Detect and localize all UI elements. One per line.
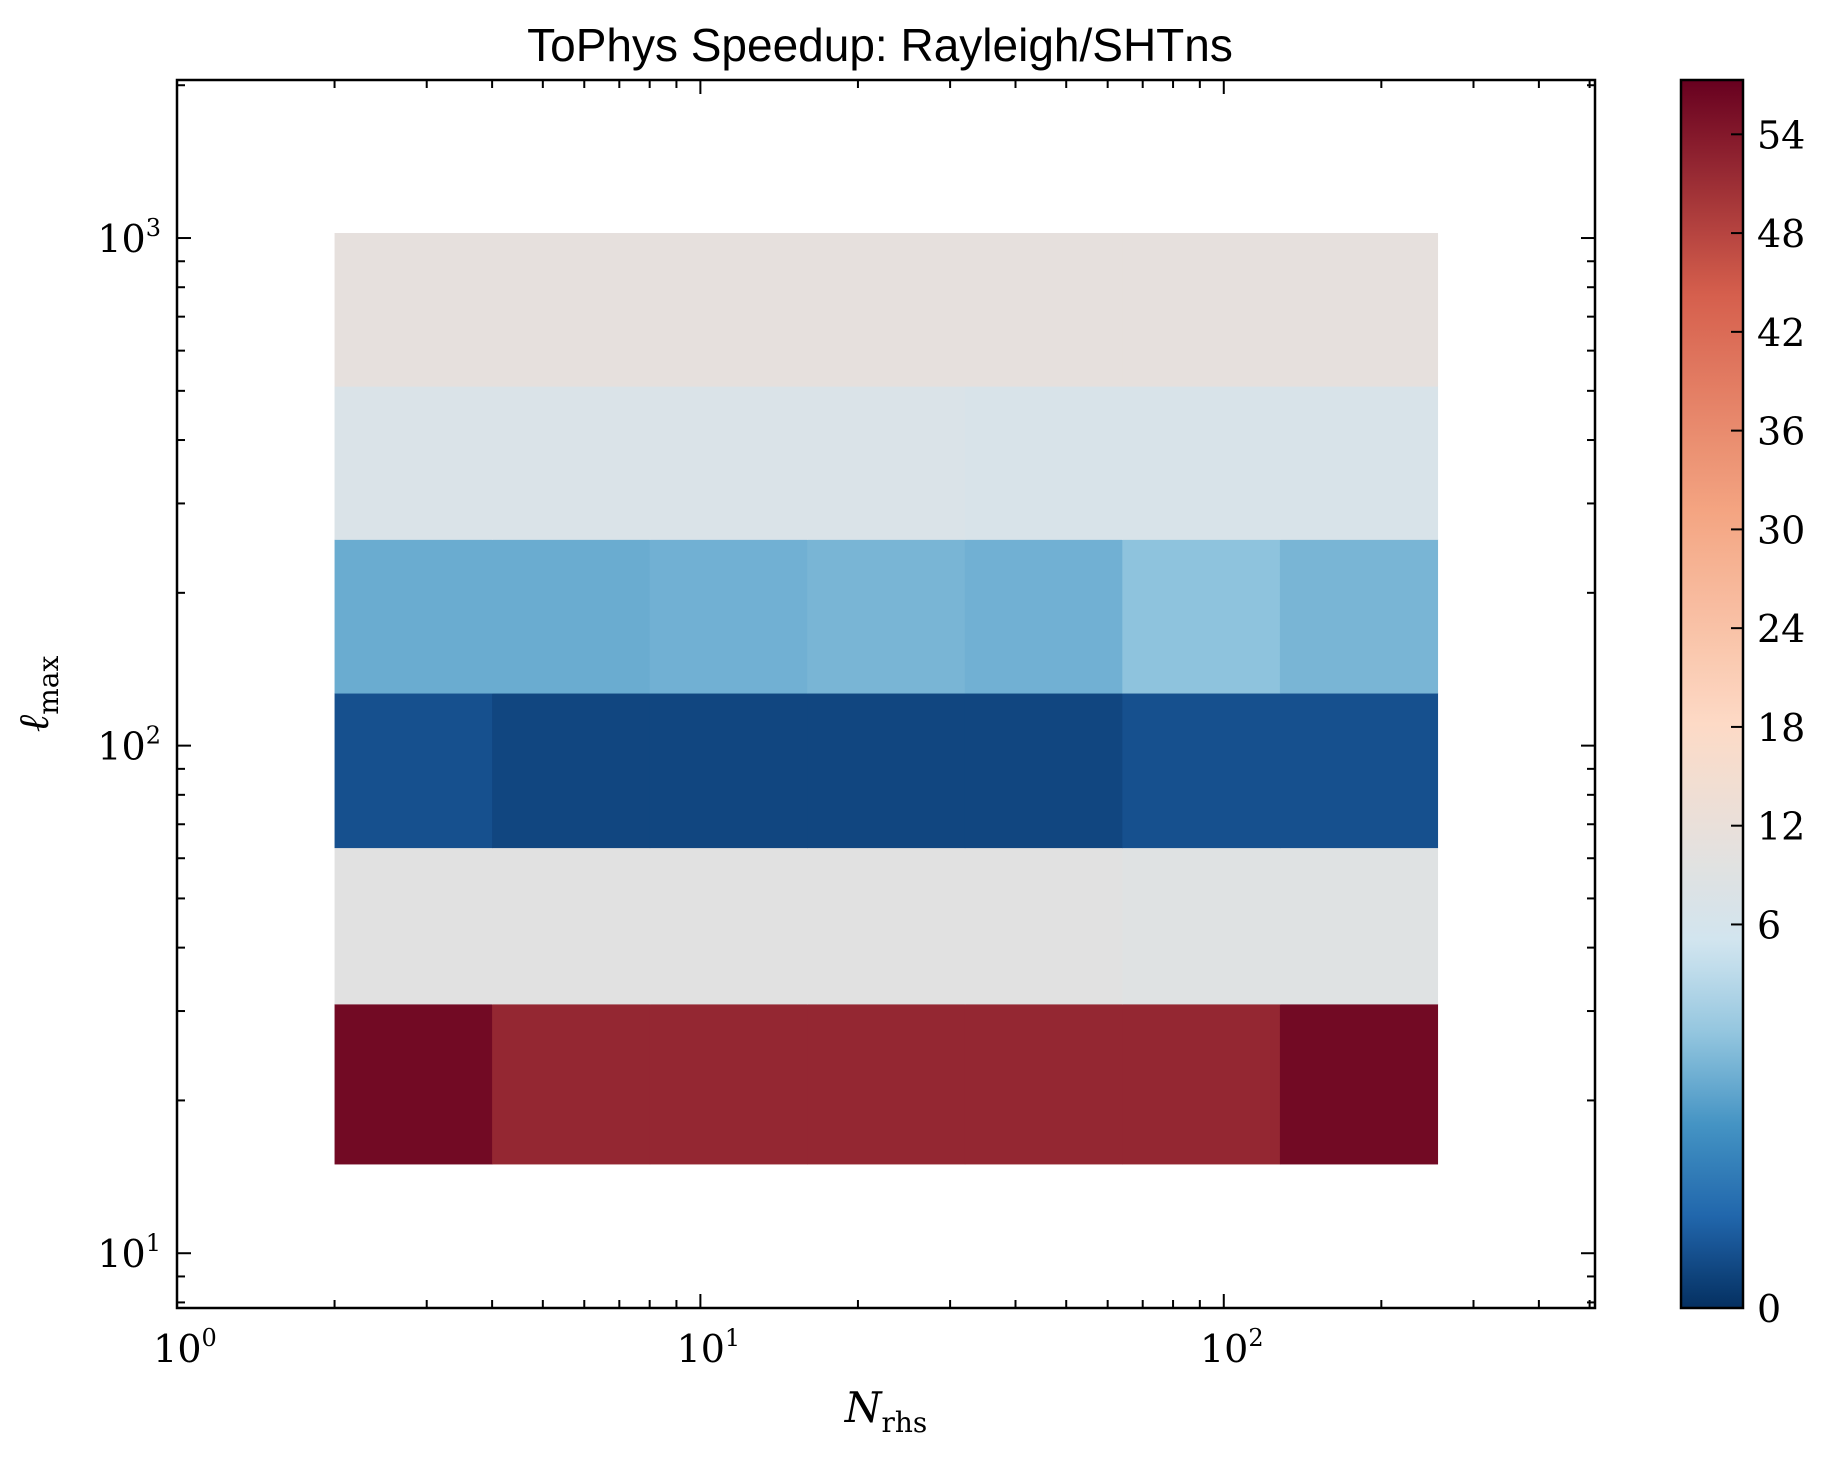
heatmap-cell: [334, 847, 493, 1005]
heatmap-cell: [807, 847, 966, 1005]
heatmap-cell: [807, 233, 966, 387]
heatmap-cell: [807, 1003, 966, 1165]
x-tick-label: 102: [1200, 1324, 1264, 1371]
heatmap-cell: [1279, 539, 1439, 694]
heatmap-cell: [492, 386, 651, 540]
y-tick-labels: 101 102 103: [97, 214, 161, 1276]
colorbar-tick-label: 30: [1757, 508, 1805, 552]
heatmap-cell: [334, 386, 493, 540]
heatmap-cell: [1279, 847, 1439, 1005]
y-tick-label: 103: [97, 214, 161, 261]
y-tick-label: 102: [97, 722, 161, 769]
colorbar-tick-label: 48: [1757, 212, 1805, 256]
heatmap-cell: [1122, 692, 1281, 849]
colorbar-tick-label: 24: [1757, 607, 1805, 651]
heatmap-cell: [964, 539, 1123, 694]
heatmap-cell: [649, 539, 808, 694]
heatmap-cell: [964, 233, 1123, 387]
heatmap-cell: [1122, 233, 1281, 387]
heatmap-cell: [1279, 233, 1439, 387]
heatmap-cell: [649, 386, 808, 540]
heatmap-cell: [334, 233, 493, 387]
colorbar-tick-label: 54: [1757, 113, 1805, 157]
heatmap-cell: [334, 692, 493, 849]
heatmap-cell: [964, 386, 1123, 540]
x-axis-label-base: N: [844, 1383, 883, 1432]
heatmap-cell: [492, 1003, 651, 1165]
x-axis-label-sub: rhs: [881, 1406, 927, 1439]
chart-title: ToPhys Speedup: Rayleigh/SHTns: [527, 19, 1233, 71]
y-axis-label-base: ℓ: [9, 714, 58, 732]
heatmap-cell: [1122, 1003, 1281, 1165]
heatmap-cell: [807, 692, 966, 849]
heatmap-cell: [1279, 692, 1439, 849]
x-tick-labels: 100 101 102: [153, 1324, 1263, 1371]
heatmap-cell: [492, 233, 651, 387]
heatmap-cell: [964, 1003, 1123, 1165]
colorbar: [1679, 78, 1745, 1310]
colorbar-tick-label: 6: [1757, 903, 1781, 947]
heatmap-cell: [807, 539, 966, 694]
plot-frame: [175, 78, 1597, 1310]
colorbar-tick-label: 36: [1757, 410, 1805, 454]
heatmap-cell: [964, 692, 1123, 849]
colorbar-tick-label: 42: [1757, 311, 1805, 355]
heatmap-cells: [334, 233, 1439, 1165]
heatmap-cell: [1122, 847, 1281, 1005]
colorbar-ticks: 0 6 12 18 24 30 36 42 48 54: [1731, 113, 1805, 1331]
x-tick-label: 100: [153, 1324, 217, 1371]
heatmap-cell: [1122, 539, 1281, 694]
heatmap-cell: [649, 692, 808, 849]
heatmap-cell: [492, 847, 651, 1005]
heatmap-cell: [649, 847, 808, 1005]
y-tick-label: 101: [97, 1229, 161, 1276]
heatmap-cell: [492, 539, 651, 694]
y-axis-label: ℓmax: [9, 656, 65, 733]
colorbar-tick-label: 0: [1757, 1287, 1781, 1331]
heatmap-cell: [334, 1003, 493, 1165]
heatmap-cell: [964, 847, 1123, 1005]
axis-ticks: [176, 80, 1595, 1308]
heatmap-cell: [807, 386, 966, 540]
heatmap-cell: [1122, 386, 1281, 540]
heatmap-cell: [649, 233, 808, 387]
heatmap-cell: [1279, 386, 1439, 540]
colorbar-tick-label: 12: [1757, 805, 1805, 849]
x-tick-label: 101: [677, 1324, 741, 1371]
heatmap-cell: [334, 539, 493, 694]
heatmap-cell: [1279, 1003, 1439, 1165]
y-axis-label-sub: max: [32, 656, 65, 715]
colorbar-tick-label: 18: [1757, 706, 1805, 750]
x-axis-label: Nrhs: [844, 1383, 928, 1439]
heatmap-cell: [649, 1003, 808, 1165]
heatmap-cell: [492, 692, 651, 849]
